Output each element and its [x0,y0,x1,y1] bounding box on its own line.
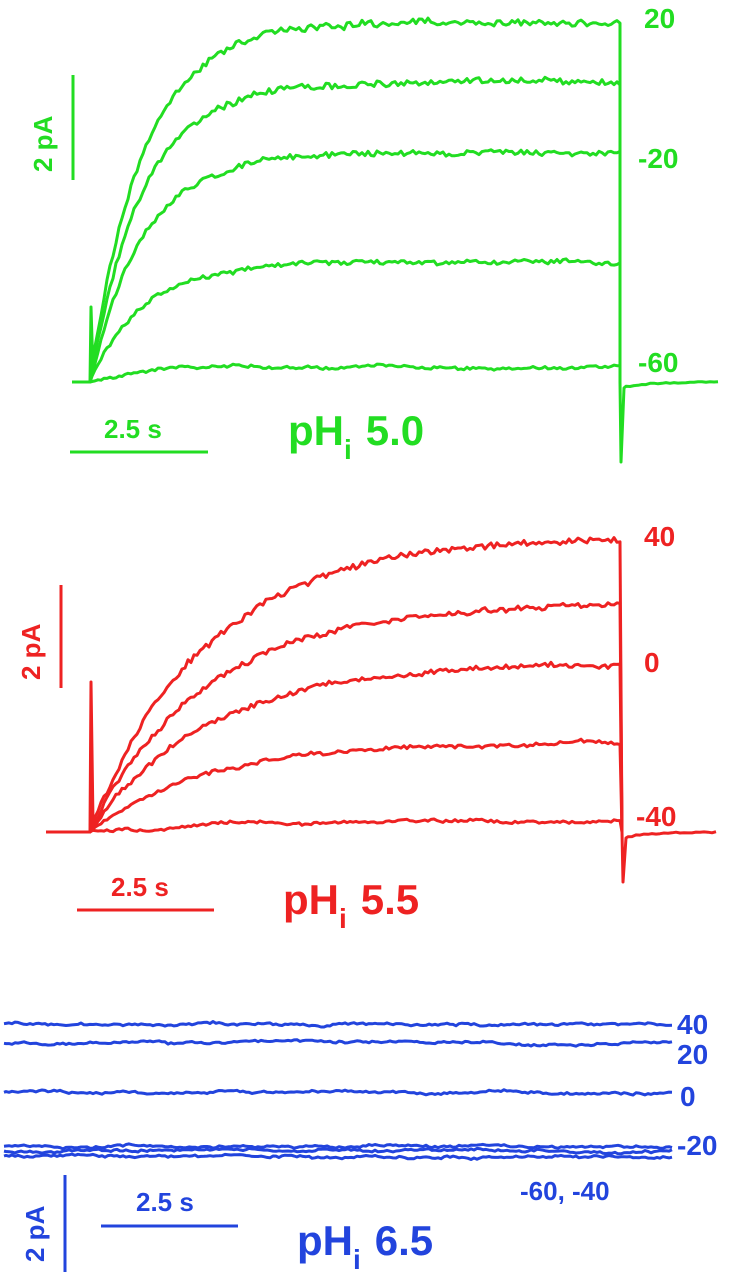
current-trace-neg20mv [46,737,624,834]
time-scale-label: 2.5 s [111,872,169,902]
trace-label-20: 20 [644,3,675,34]
current-trace-20mv [3,1038,673,1048]
trace-label-neg60: -60 [638,347,678,378]
current-trace-neg40mv [3,1146,673,1156]
panel-phi-6-5: 2 pA 2.5 s pHi 6.5 40 20 0 -20 -60, -40 [3,1009,717,1275]
current-trace-neg40mv [46,817,624,834]
current-trace-neg20mv [72,148,622,384]
trace-label-40: 40 [644,521,675,552]
time-scale-label: 2.5 s [104,414,162,444]
current-trace-40mv [3,1020,673,1029]
traces-group [3,1020,673,1161]
panel-title: pHi 5.0 [288,407,424,465]
current-trace-neg20mv [3,1142,673,1151]
trace-label-40: 40 [677,1009,708,1040]
panel-title: pHi 6.5 [297,1217,433,1275]
current-trace-0mv [46,660,624,834]
panel-phi-5-0: 2 pA 2.5 s pHi 5.0 20 -20 -60 [28,3,719,465]
current-trace-20mv [72,16,719,464]
trace-label-0: 0 [680,1081,696,1112]
current-trace-20mv [46,601,624,834]
current-trace-neg60mv [3,1152,673,1161]
current-trace-40mv [46,536,717,884]
traces-group [72,16,719,464]
current-trace-0mv [72,75,622,384]
current-scale-label: 2 pA [16,623,46,680]
traces-group [46,536,717,884]
current-trace-0mv [3,1088,673,1097]
panel-phi-5-5: 2 pA 2.5 s pHi 5.5 40 0 -40 [16,521,717,934]
trace-label-neg40: -40 [636,801,676,832]
trace-label-20: 20 [677,1039,708,1070]
panel-title: pHi 5.5 [283,876,419,934]
trace-label-neg20: -20 [638,143,678,174]
current-scale-label: 2 pA [28,115,58,172]
current-trace-neg60mv [72,362,622,384]
current-scale-label: 2 pA [20,1205,50,1262]
trace-label-neg20: -20 [677,1130,717,1161]
time-scale-label: 2.5 s [136,1187,194,1217]
trace-label-0: 0 [644,647,660,678]
current-trace-neg40mv [72,257,622,384]
trace-label-neg60-neg40: -60, -40 [520,1176,610,1206]
